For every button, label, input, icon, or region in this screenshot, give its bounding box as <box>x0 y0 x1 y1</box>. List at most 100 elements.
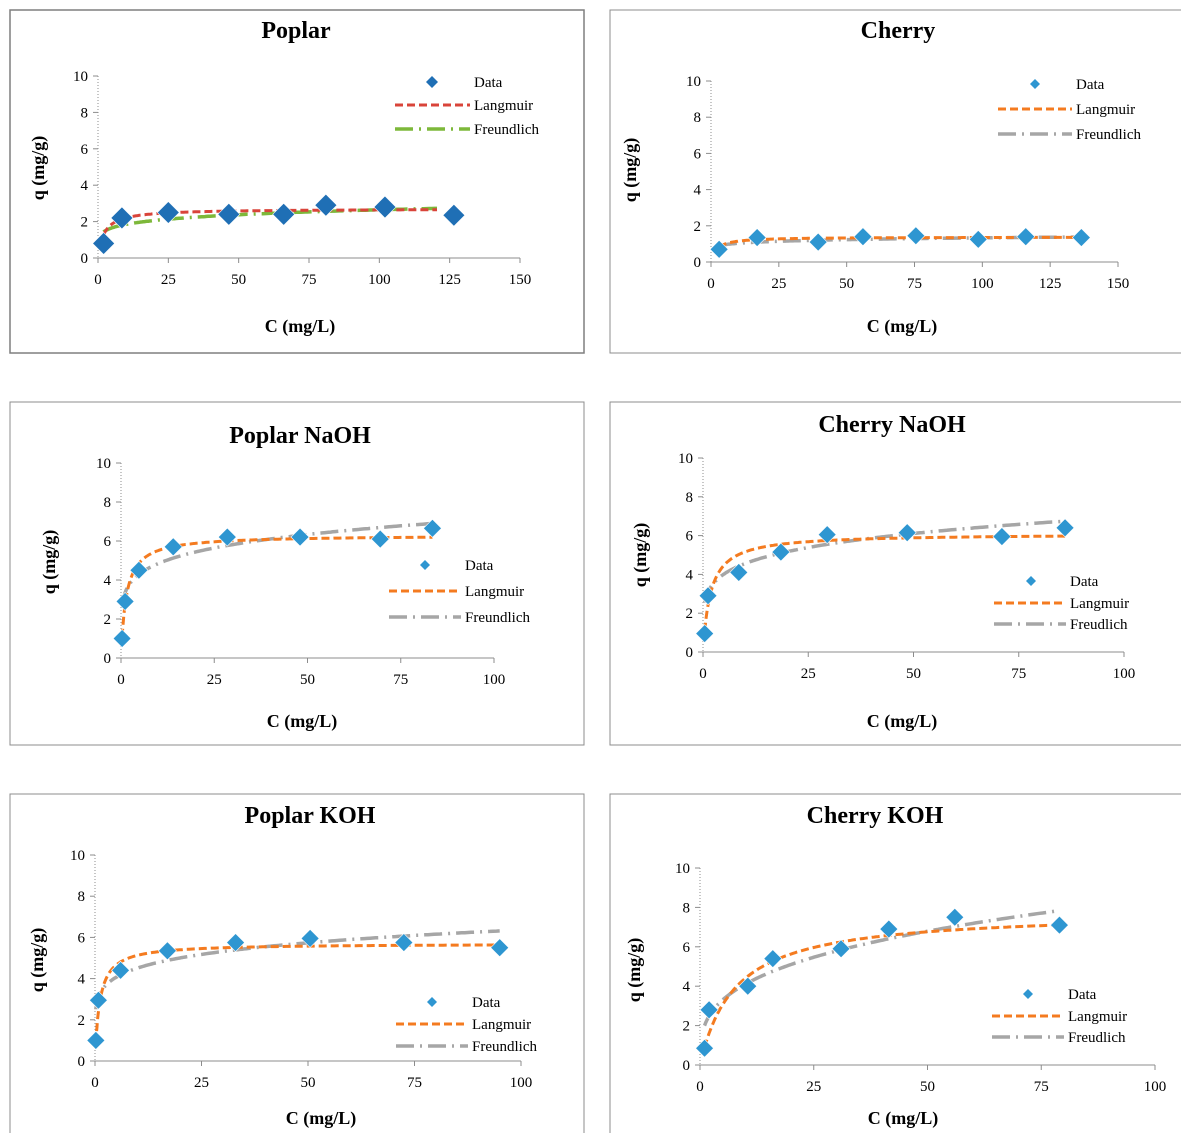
data-point <box>217 202 241 226</box>
legend-data-marker <box>420 560 430 570</box>
y-tick-label: 2 <box>694 219 702 235</box>
x-tick-label: 100 <box>1144 1079 1167 1095</box>
legend-label: Langmuir <box>474 98 533 114</box>
langmuir-curve <box>718 235 1082 249</box>
data-point <box>423 518 442 538</box>
chart-frame <box>9 9 585 354</box>
x-tick-label: 50 <box>231 272 246 288</box>
langmuir-curve <box>703 923 1060 1048</box>
y-tick-label: 6 <box>686 529 694 545</box>
legend-label: Data <box>474 75 503 91</box>
x-tick-label: 75 <box>907 276 922 292</box>
data-point <box>771 542 791 562</box>
legend-label: Data <box>1076 77 1105 93</box>
data-point <box>1071 228 1091 247</box>
x-tick-label: 0 <box>117 672 125 688</box>
y-tick-label: 8 <box>694 110 702 126</box>
data-point <box>698 586 718 606</box>
y-tick-label: 2 <box>78 1013 86 1029</box>
y-tick-label: 8 <box>81 105 89 121</box>
x-tick-label: 75 <box>393 672 408 688</box>
data-point <box>111 960 130 980</box>
x-axis-label: C (mg/L) <box>286 1108 357 1129</box>
data-point <box>129 560 149 580</box>
data-point <box>1055 518 1075 538</box>
chart-frame <box>9 401 585 746</box>
legend-label: Freundlich <box>1076 127 1141 143</box>
data-point <box>695 624 715 643</box>
x-tick-label: 75 <box>1011 666 1026 682</box>
y-axis-label: q (mg/g) <box>624 938 645 1003</box>
x-axis-label: C (mg/L) <box>267 711 338 732</box>
y-tick-label: 2 <box>686 606 694 622</box>
freundlich-curve <box>702 908 1060 1027</box>
x-tick-label: 0 <box>91 1075 99 1091</box>
y-tick-label: 8 <box>78 889 86 905</box>
y-axis-label: q (mg/g) <box>28 136 49 201</box>
legend: Data Langmuir Freundlich <box>389 558 530 626</box>
x-tick-label: 150 <box>1107 276 1130 292</box>
legend-data-marker <box>1030 79 1040 89</box>
x-tick-label: 100 <box>1113 666 1136 682</box>
data-point <box>115 592 135 611</box>
data-point <box>217 527 237 547</box>
data-point <box>879 919 899 939</box>
y-tick-label: 2 <box>683 1019 691 1035</box>
data-point <box>226 933 246 952</box>
y-tick-label: 0 <box>104 651 112 667</box>
legend-label: Langmuir <box>1068 1009 1127 1025</box>
data-point <box>163 537 183 557</box>
chart-title: Cherry NaOH <box>818 412 966 438</box>
data-point <box>992 527 1012 546</box>
data-point <box>897 523 917 543</box>
x-tick-label: 25 <box>771 276 786 292</box>
y-tick-label: 4 <box>694 183 702 199</box>
x-tick-label: 50 <box>839 276 854 292</box>
x-tick-label: 100 <box>971 276 994 292</box>
legend-label: Langmuir <box>1070 596 1129 612</box>
legend: Data Langmuir Freudlich <box>994 574 1129 633</box>
legend: Data Langmuir Freundlich <box>396 995 537 1055</box>
data-point <box>110 206 134 230</box>
x-tick-label: 100 <box>368 272 391 288</box>
legend-label: Freudlich <box>1070 617 1128 633</box>
data-point <box>157 941 177 961</box>
x-tick-label: 50 <box>906 666 921 682</box>
data-point <box>86 1030 106 1050</box>
data-point <box>709 239 729 259</box>
x-tick-label: 125 <box>438 272 461 288</box>
data-point <box>945 907 965 927</box>
legend-label: Data <box>1068 987 1097 1003</box>
legend-label: Freundlich <box>474 122 539 138</box>
y-tick-label: 10 <box>686 74 701 90</box>
y-tick-label: 4 <box>78 972 86 988</box>
data-point <box>738 976 758 996</box>
data-point <box>695 1038 714 1058</box>
freundlich-curve <box>102 206 437 234</box>
chart-title: Cherry <box>861 18 936 44</box>
legend-label: Langmuir <box>472 1017 531 1033</box>
data-point <box>763 949 783 969</box>
data-point <box>853 227 873 247</box>
legend-data-marker <box>1026 576 1036 586</box>
data-point <box>394 933 414 952</box>
y-tick-label: 2 <box>104 612 112 628</box>
legend-label: Freudlich <box>1068 1030 1126 1046</box>
x-tick-label: 150 <box>509 272 532 288</box>
y-tick-label: 0 <box>686 645 694 661</box>
y-tick-label: 10 <box>70 848 85 864</box>
x-tick-label: 100 <box>510 1075 533 1091</box>
x-tick-label: 0 <box>696 1079 704 1095</box>
legend-data-marker <box>1023 989 1033 999</box>
data-point <box>1016 227 1036 247</box>
data-point <box>112 629 132 648</box>
y-tick-label: 6 <box>694 146 702 162</box>
y-tick-label: 10 <box>675 861 690 877</box>
data-point <box>699 1000 719 1020</box>
x-tick-label: 75 <box>302 272 317 288</box>
legend-label: Freundlich <box>472 1039 537 1055</box>
